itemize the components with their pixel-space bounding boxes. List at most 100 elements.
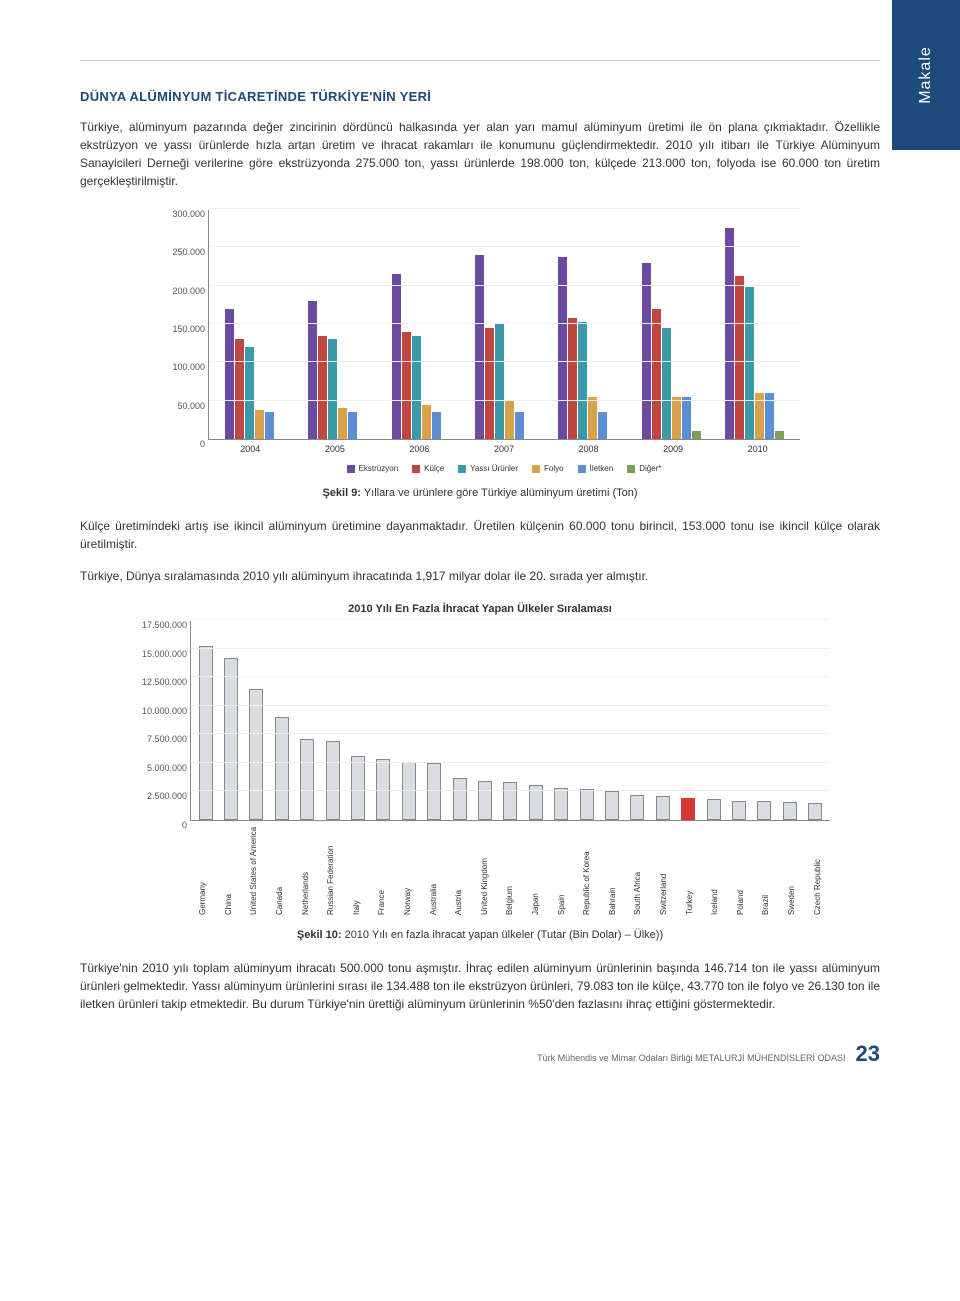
chart-1: 050.000100.000150.000200.000250.000300.0… (160, 210, 800, 473)
chart-1-bar (225, 309, 234, 439)
chart-1-xlabel: 2004 (240, 444, 260, 454)
chart-2-xlabel: Australia (429, 825, 438, 915)
chart-1-bar (642, 263, 651, 439)
chart-1-bar (402, 332, 411, 439)
chart-1-legend-item: Diğer* (627, 464, 661, 473)
chart-1-legend: Ekstrüzyon Külçe Yassı Ürünler Folyo İletken… (208, 464, 800, 473)
page-content: DÜNYA ALÜMİNYUM TİCARETİNDE TÜRKİYE'NİN … (0, 0, 960, 1107)
chart-2-bar (300, 739, 314, 820)
chart-2-bar (249, 689, 263, 820)
chart-2-bar (808, 803, 822, 820)
chart-1-legend-item: Ekstrüzyon (347, 464, 399, 473)
chart-2-xlabel: France (377, 825, 386, 915)
chart-2-xlabel: Iceland (710, 825, 719, 915)
caption-1-bold: Şekil 9: (322, 487, 361, 499)
chart-1-legend-item: Yassı Ürünler (458, 464, 518, 473)
chart-1-bar (568, 318, 577, 439)
chart-1-ytick: 150.000 (157, 324, 205, 334)
chart-1-gridline (209, 323, 800, 324)
chart-1-legend-item: İletken (578, 464, 614, 473)
chart-2-bar (656, 796, 670, 820)
chart-2-bar (453, 778, 467, 820)
legend-swatch (578, 465, 586, 473)
chart-1-bar (725, 228, 734, 439)
chart-2-bar (351, 756, 365, 820)
chart-2-xlabel: Switzerland (659, 825, 668, 915)
paragraph-3: Türkiye, Dünya sıralamasında 2010 yılı a… (80, 567, 880, 585)
footer: Türk Mühendis ve Mimar Odaları Birliği M… (80, 1033, 880, 1067)
legend-swatch (412, 465, 420, 473)
chart-1-ytick: 100.000 (157, 362, 205, 372)
chart-1-bar (255, 410, 264, 439)
legend-swatch (347, 465, 355, 473)
chart-1-bar (265, 412, 274, 439)
chart-1-group (392, 274, 451, 439)
chart-2-title: 2010 Yılı En Fazla İhracat Yapan Ülkeler… (130, 603, 830, 615)
chart-1-group (642, 263, 701, 439)
chart-1-xlabel: 2009 (663, 444, 683, 454)
legend-swatch (627, 465, 635, 473)
chart-1-gridline (209, 400, 800, 401)
chart-2-xlabel: Netherlands (301, 825, 310, 915)
paragraph-4: Türkiye'nin 2010 yılı toplam alüminyum i… (80, 959, 880, 1013)
chart-1-xlabel: 2005 (325, 444, 345, 454)
chart-1-bar (672, 397, 681, 439)
chart-1-bar (692, 431, 701, 439)
chart-1-gridline (209, 208, 800, 209)
chart-2-bar (326, 741, 340, 820)
chart-1-xlabel: 2007 (494, 444, 514, 454)
legend-label: Ekstrüzyon (359, 464, 399, 473)
chart-2-ytick: 10.000.000 (127, 706, 187, 716)
chart-2-gridline (191, 790, 830, 791)
chart-2-xlabel: Czech Republic (813, 825, 822, 915)
chart-1-plot: 050.000100.000150.000200.000250.000300.0… (208, 210, 800, 440)
chart-2-bar (503, 782, 517, 820)
chart-2-xlabel: Italy (352, 825, 361, 915)
chart-2-xlabel: China (224, 825, 233, 915)
chart-2-gridline (191, 676, 830, 677)
chart-2-xlabel: United Kingdom (480, 825, 489, 915)
legend-swatch (458, 465, 466, 473)
chart-2-xlabel: Germany (198, 825, 207, 915)
chart-1-group (475, 255, 534, 439)
chart-1-group (725, 228, 784, 439)
chart-2-gridline (191, 733, 830, 734)
chart-1-group (225, 309, 284, 439)
paragraph-2: Külçe üretimindeki artış ise ikincil alü… (80, 517, 880, 553)
chart-1-bar (598, 412, 607, 439)
chart-2-bar (630, 795, 644, 820)
chart-2-bar (707, 799, 721, 820)
chart-1-bar (338, 408, 347, 439)
chart-1-xlabels: 2004200520062007200820092010 (208, 444, 800, 454)
legend-label: Yassı Ürünler (470, 464, 518, 473)
chart-2-xlabel: South Africa (633, 825, 642, 915)
chart-2-bar (478, 781, 492, 820)
chart-1-ytick: 250.000 (157, 247, 205, 257)
chart-2-gridline (191, 762, 830, 763)
chart-2-ytick: 0 (127, 820, 187, 830)
chart-1-bar (432, 412, 441, 439)
chart-1-bar (745, 287, 754, 439)
top-rule (80, 60, 880, 61)
chart-2-xlabel: Belgium (505, 825, 514, 915)
chart-2-ytick: 5.000.000 (127, 763, 187, 773)
chart-2-xlabel: Norway (403, 825, 412, 915)
chart-2-bar (224, 658, 238, 820)
chart-2-xlabel: Canada (275, 825, 284, 915)
chart-2-bar (580, 789, 594, 820)
chart-2-xlabel: Republic of Korea (582, 825, 591, 915)
chart-1-bar (662, 328, 671, 439)
chart-2-bar (554, 788, 568, 820)
chart-1-legend-item: Külçe (412, 464, 444, 473)
chart-2-xlabels: GermanyChinaUnited States of AmericaCana… (190, 825, 830, 915)
chart-1-bar (682, 397, 691, 439)
chart-1-bar (318, 336, 327, 440)
legend-label: Külçe (424, 464, 444, 473)
chart-1-bar (578, 322, 587, 439)
chart-1-bar (515, 412, 524, 439)
chart-1-xlabel: 2006 (409, 444, 429, 454)
chart-1-xlabel: 2008 (579, 444, 599, 454)
chart-1-legend-item: Folyo (532, 464, 564, 473)
page-number: 23 (856, 1041, 880, 1067)
chart-2-ytick: 17.500.000 (127, 620, 187, 630)
